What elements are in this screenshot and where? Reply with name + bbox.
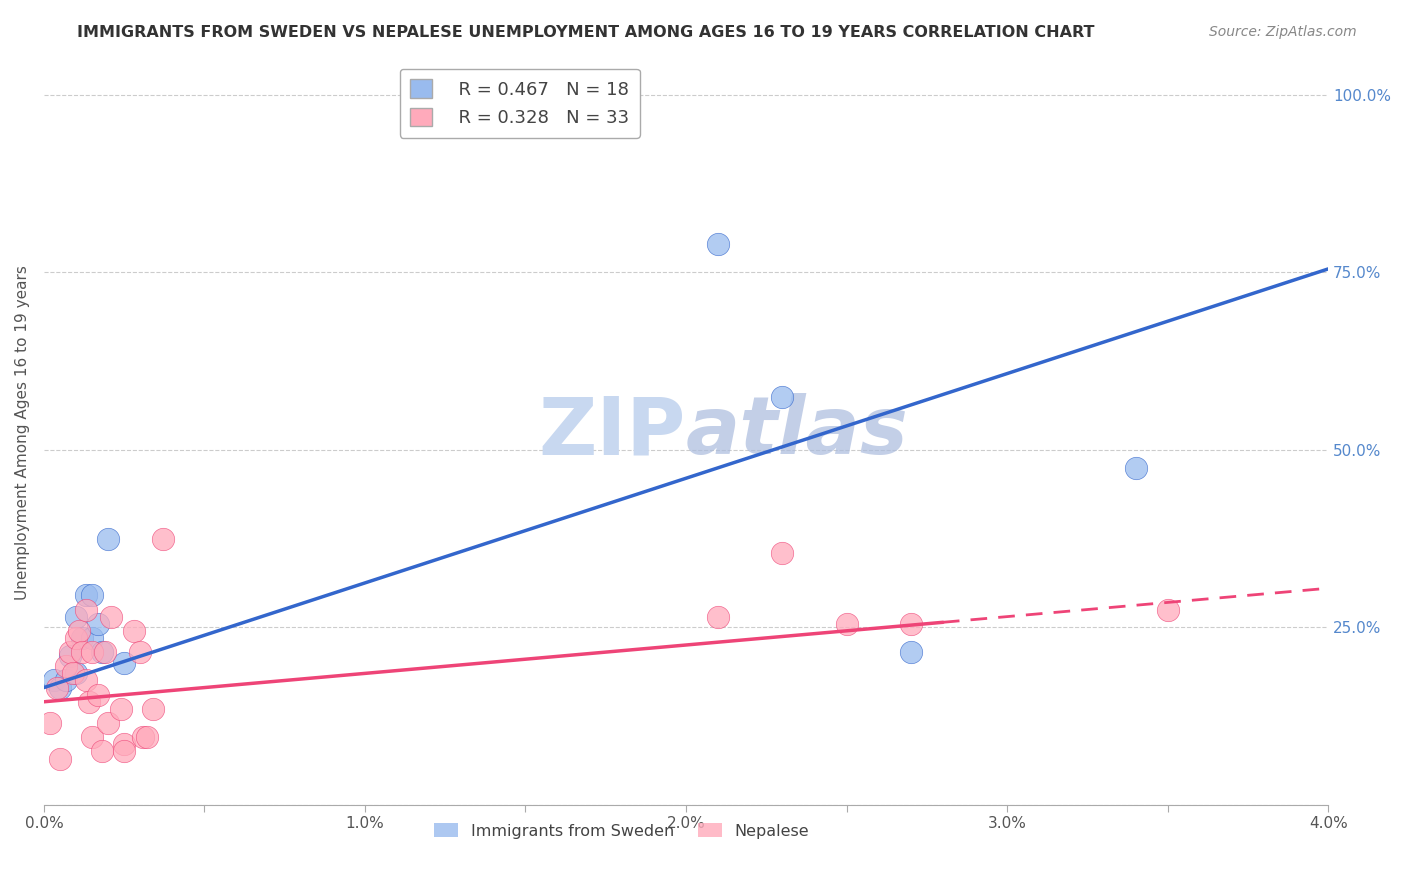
Point (90, 645, 112, 659)
Point (90, 744, 112, 758)
Point (135, 731, 157, 745)
Point (72, 631, 94, 645)
Point (62, 666, 84, 681)
Legend: Immigrants from Sweden, Nepalese: Immigrants from Sweden, Nepalese (427, 817, 815, 845)
Point (770, 390, 793, 404)
Point (152, 532, 174, 546)
Point (42, 673, 65, 688)
Y-axis label: Unemployment Among Ages 16 to 19 years: Unemployment Among Ages 16 to 19 years (15, 265, 30, 599)
Point (65, 631, 87, 645)
Point (80, 645, 103, 659)
Point (58, 648, 80, 663)
Point (49, 751, 72, 765)
Point (65, 609, 87, 624)
Point (87, 616, 110, 631)
Point (67, 624, 90, 638)
Point (55, 659, 77, 673)
Point (80, 731, 103, 745)
Text: Source: ZipAtlas.com: Source: ZipAtlas.com (1209, 25, 1357, 39)
Point (55, 673, 77, 688)
Point (80, 631, 103, 645)
Point (39, 716, 62, 731)
Point (97, 716, 120, 731)
Point (65, 666, 87, 681)
Point (112, 744, 135, 758)
Point (87, 688, 110, 702)
Point (142, 702, 165, 716)
Point (77, 695, 100, 709)
Point (58, 645, 80, 659)
Point (112, 737, 135, 751)
Text: atlas: atlas (686, 393, 908, 471)
Point (75, 602, 97, 616)
Point (1156, 602, 1178, 616)
Point (80, 588, 103, 602)
Point (110, 702, 132, 716)
Point (72, 645, 94, 659)
Point (75, 588, 97, 602)
Point (49, 681, 72, 695)
Point (75, 673, 97, 688)
Point (132, 731, 155, 745)
Point (100, 609, 122, 624)
Point (122, 624, 145, 638)
Point (97, 532, 120, 546)
Point (835, 616, 858, 631)
Point (900, 616, 922, 631)
Point (707, 609, 730, 624)
Point (770, 546, 793, 560)
Point (1125, 460, 1147, 475)
Point (94, 645, 117, 659)
Text: IMMIGRANTS FROM SWEDEN VS NEPALESE UNEMPLOYMENT AMONG AGES 16 TO 19 YEARS CORREL: IMMIGRANTS FROM SWEDEN VS NEPALESE UNEMP… (77, 25, 1095, 40)
Text: ZIP: ZIP (538, 393, 686, 471)
Point (112, 656, 135, 670)
Point (707, 237, 730, 252)
Point (45, 681, 67, 695)
Point (129, 645, 152, 659)
Point (900, 645, 922, 659)
